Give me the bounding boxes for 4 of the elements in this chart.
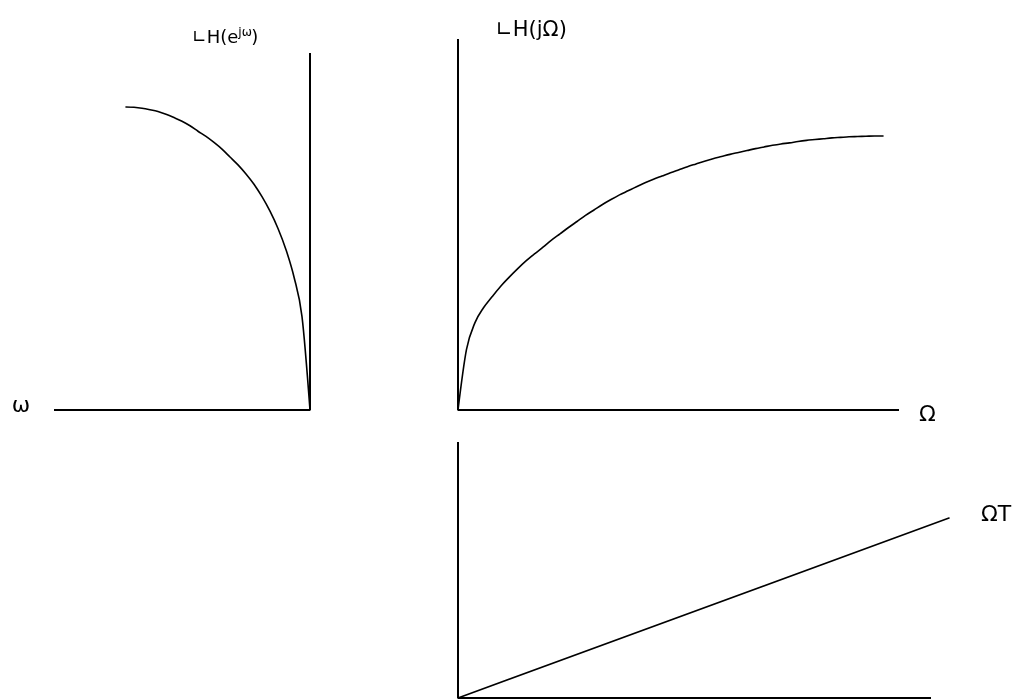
series-label: ΩT	[981, 501, 1012, 526]
x-axis-title: ω	[11, 392, 31, 417]
x-axis-title: Ω	[919, 401, 936, 426]
y-axis-title: ∟H(jΩ)	[495, 17, 567, 41]
